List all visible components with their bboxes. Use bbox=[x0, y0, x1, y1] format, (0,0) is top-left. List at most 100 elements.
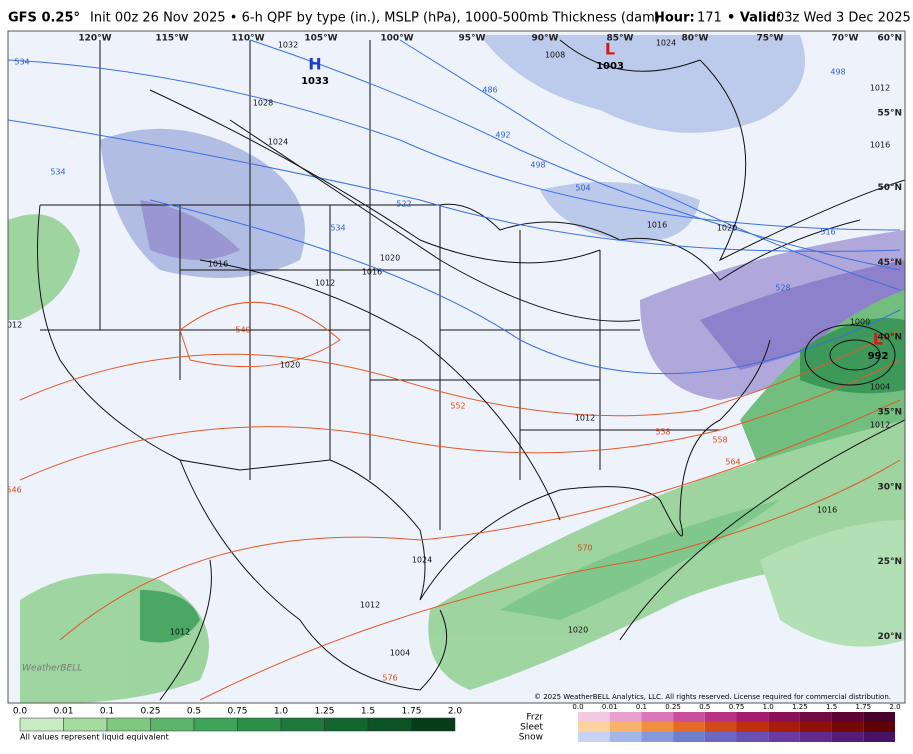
latitude-label: 40°N bbox=[877, 333, 902, 343]
longitude-label: 75°W bbox=[757, 34, 784, 44]
rain-color-swatch bbox=[63, 717, 108, 732]
latitude-label: 35°N bbox=[877, 408, 902, 418]
type-color-swatch bbox=[768, 732, 800, 742]
type-color-swatch bbox=[704, 732, 737, 742]
latitude-label: 50°N bbox=[877, 183, 902, 193]
pressure-center-symbol: H bbox=[308, 55, 321, 74]
type-legend-label: 1.5 bbox=[826, 703, 837, 711]
isobar-label: 1008 bbox=[545, 51, 565, 60]
type-color-swatch bbox=[736, 732, 769, 742]
type-legend-label: 0.5 bbox=[699, 703, 710, 711]
thickness-label: 558 bbox=[655, 428, 670, 437]
type-color-swatch bbox=[673, 732, 705, 742]
type-color-swatch bbox=[641, 712, 674, 722]
precip-type-label: Snow bbox=[519, 733, 543, 743]
longitude-label: 90°W bbox=[532, 34, 559, 44]
rain-color-swatch bbox=[150, 717, 195, 732]
thickness-label: 546 bbox=[6, 486, 21, 495]
logo: WeatherBELL bbox=[22, 664, 82, 674]
isobar-label: 1016 bbox=[817, 506, 837, 515]
type-legend-label: 0.1 bbox=[636, 703, 647, 711]
thickness-label: 552 bbox=[450, 402, 465, 411]
type-color-swatch bbox=[799, 722, 832, 732]
rain-color-swatch bbox=[193, 717, 238, 732]
type-color-swatch bbox=[863, 712, 895, 722]
latitude-label: 55°N bbox=[877, 108, 902, 118]
type-legend-label: 1.75 bbox=[856, 703, 872, 711]
rain-color-swatch bbox=[324, 717, 369, 732]
type-color-swatch bbox=[578, 712, 610, 722]
isobar-label: 1016 bbox=[870, 141, 890, 150]
hour-label: Hour: bbox=[654, 11, 695, 26]
copyright: © 2025 WeatherBELL Analytics, LLC. All r… bbox=[534, 693, 891, 701]
longitude-label: 115°W bbox=[155, 34, 188, 44]
thickness-label: 498 bbox=[530, 161, 545, 170]
type-legend-label: 0.25 bbox=[665, 703, 681, 711]
valid-time: 03z Wed 3 Dec 2025 bbox=[776, 11, 911, 26]
isobar-label: 1016 bbox=[647, 221, 667, 230]
longitude-label: 105°W bbox=[304, 34, 337, 44]
precip-type-label: Frzr bbox=[526, 713, 543, 723]
isobar-label: 1004 bbox=[870, 383, 890, 392]
type-color-swatch bbox=[578, 732, 610, 742]
isobar-label: 1020 bbox=[568, 626, 588, 635]
rain-color-swatch bbox=[237, 717, 282, 732]
rain-legend-label: 0.0 bbox=[13, 707, 28, 717]
map: 120°W 115°W 110°W 105°W 100°W 95°W 90°W 85°W 80°… bbox=[2, 30, 906, 704]
type-color-swatch bbox=[673, 722, 705, 732]
precip-type-label: Sleet bbox=[520, 723, 543, 733]
longitude-label: 120°W bbox=[78, 34, 111, 44]
type-color-swatch bbox=[831, 712, 864, 722]
rain-color-swatch bbox=[411, 717, 456, 732]
isobar-label: 1016 bbox=[362, 268, 382, 277]
rain-legend-label: 0.5 bbox=[187, 707, 201, 717]
thickness-label: 534 bbox=[50, 168, 65, 177]
longitude-label: 110°W bbox=[231, 34, 264, 44]
valid-label: • Valid: bbox=[727, 11, 781, 26]
type-legend-label: 1.0 bbox=[763, 703, 774, 711]
thickness-label: 498 bbox=[830, 68, 845, 77]
type-color-swatch bbox=[863, 722, 895, 732]
type-color-swatch bbox=[641, 722, 674, 732]
isobar-label: 1012 bbox=[2, 321, 22, 330]
latitude-label: 30°N bbox=[877, 482, 902, 492]
isobar-label: 1020 bbox=[380, 254, 400, 263]
type-legend-label: 2.0 bbox=[889, 703, 900, 711]
type-color-swatch bbox=[831, 732, 864, 742]
isobar-label: 1012 bbox=[360, 601, 380, 610]
pressure-center-symbol: L bbox=[873, 330, 883, 349]
thickness-label: 528 bbox=[775, 284, 790, 293]
thickness-label: 522 bbox=[396, 200, 411, 209]
rain-legend-label: 0.25 bbox=[140, 707, 160, 717]
rain-legend-label: 1.75 bbox=[401, 707, 421, 717]
isobar-label: 1024 bbox=[268, 138, 288, 147]
thickness-label: 516 bbox=[820, 228, 835, 237]
rain-color-swatch bbox=[106, 717, 151, 732]
thickness-label: 564 bbox=[725, 458, 740, 467]
type-color-swatch bbox=[609, 722, 642, 732]
pressure-center-symbol: L bbox=[605, 40, 615, 59]
type-color-swatch bbox=[831, 722, 864, 732]
type-legend-label: 0.75 bbox=[729, 703, 745, 711]
legend-note: All values represent liquid equivalent bbox=[20, 733, 169, 742]
rain-legend-label: 0.1 bbox=[100, 707, 114, 717]
isobar-label: 1012 bbox=[315, 279, 335, 288]
thickness-label: 486 bbox=[482, 86, 497, 95]
latitude-label: 45°N bbox=[877, 258, 902, 268]
type-color-swatch bbox=[799, 712, 832, 722]
rain-color-swatch bbox=[280, 717, 325, 732]
isobar-label: 1032 bbox=[278, 41, 298, 50]
precipitation bbox=[8, 35, 905, 703]
type-color-swatch bbox=[609, 712, 642, 722]
isobar-label: 1024 bbox=[656, 39, 676, 48]
longitude-label: 95°W bbox=[459, 34, 486, 44]
isobar-label: 1020 bbox=[717, 224, 737, 233]
longitude-label: 80°W bbox=[682, 34, 709, 44]
type-color-swatch bbox=[768, 712, 800, 722]
rain-legend-label: 0.01 bbox=[53, 707, 73, 717]
pressure-center-value: 1033 bbox=[301, 76, 329, 87]
rain-legend-label: 0.75 bbox=[227, 707, 247, 717]
isobar-label: 1024 bbox=[412, 556, 432, 565]
thickness-label: 570 bbox=[577, 544, 592, 553]
